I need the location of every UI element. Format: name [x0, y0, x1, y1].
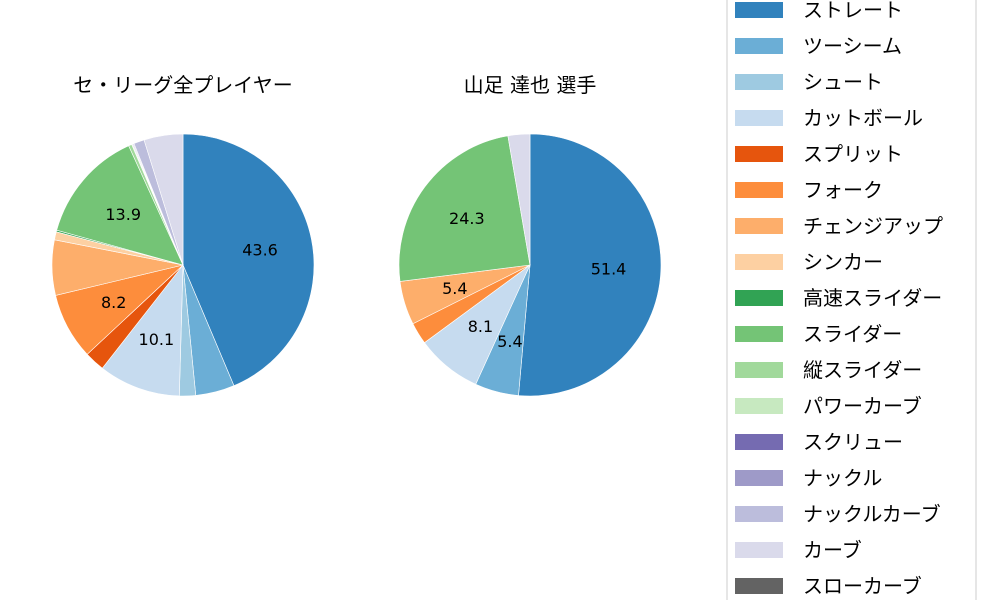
- pie-1: 山足 達也 選手 51.4 5.48.15.4 24.3: [398, 73, 662, 397]
- legend-label: パワーカーブ: [803, 394, 922, 418]
- slice-label: 43.6: [242, 240, 278, 259]
- pie-slice: [101, 264, 184, 397]
- slice-label: 8.2: [101, 293, 126, 312]
- legend-label: ツーシーム: [803, 34, 902, 58]
- legend-swatch: [735, 146, 783, 162]
- slice-label: 5.4: [497, 332, 522, 351]
- slice-label: 51.4: [591, 259, 627, 278]
- legend-swatch: [735, 326, 783, 342]
- pie-slice: [398, 135, 531, 282]
- legend-frame: [726, 0, 977, 600]
- slice-label: 13.9: [105, 205, 141, 224]
- legend-label: ナックルカーブ: [803, 502, 941, 526]
- legend-label: シュート: [803, 70, 883, 94]
- pie-title: セ・リーグ全プレイヤー: [73, 73, 292, 97]
- legend-swatch: [735, 2, 783, 18]
- legend: ストレートツーシームシュートカットボールスプリットフォークチェンジアップシンカー…: [726, 0, 977, 600]
- legend-swatch: [735, 218, 783, 234]
- legend-swatch: [735, 182, 783, 198]
- pie-slice: [182, 133, 315, 387]
- legend-label: ストレート: [803, 0, 903, 22]
- legend-label: 高速スライダー: [803, 286, 942, 310]
- legend-label: スプリット: [803, 142, 903, 166]
- legend-swatch: [735, 470, 783, 486]
- legend-swatch: [735, 362, 783, 378]
- legend-swatch: [735, 542, 783, 558]
- legend-swatch: [735, 74, 783, 90]
- slice-label: 8.1: [468, 317, 493, 336]
- pie-slice: [143, 133, 184, 266]
- pie-title: 山足 達也 選手: [464, 73, 597, 97]
- legend-label: ナックル: [803, 466, 882, 490]
- legend-label: スクリュー: [803, 430, 903, 454]
- slice-label: 5.4: [442, 279, 467, 298]
- pie-slice: [56, 145, 184, 266]
- legend-swatch: [735, 398, 783, 414]
- legend-label: スライダー: [803, 322, 902, 346]
- legend-label: スローカーブ: [803, 574, 922, 598]
- legend-swatch: [735, 110, 783, 126]
- legend-label: カーブ: [803, 538, 862, 562]
- legend-swatch: [735, 578, 783, 594]
- legend-swatch: [735, 38, 783, 54]
- legend-label: シンカー: [803, 250, 883, 274]
- pie-slice: [518, 133, 662, 397]
- legend-swatch: [735, 434, 783, 450]
- legend-label: 縦スライダー: [803, 358, 922, 382]
- legend-swatch: [735, 254, 783, 270]
- slice-label: 24.3: [449, 209, 485, 228]
- legend-swatch: [735, 506, 783, 522]
- pie-0: セ・リーグ全プレイヤー 43.6 10.1 8.2 13.9: [51, 73, 315, 397]
- legend-label: フォーク: [803, 178, 883, 202]
- legend-swatch: [735, 290, 783, 306]
- slice-label: 10.1: [139, 330, 175, 349]
- legend-label: カットボール: [803, 106, 923, 130]
- legend-label: チェンジアップ: [803, 214, 943, 238]
- pie-slice: [507, 133, 531, 266]
